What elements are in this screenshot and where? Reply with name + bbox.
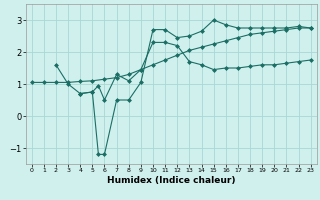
X-axis label: Humidex (Indice chaleur): Humidex (Indice chaleur) (107, 176, 236, 185)
